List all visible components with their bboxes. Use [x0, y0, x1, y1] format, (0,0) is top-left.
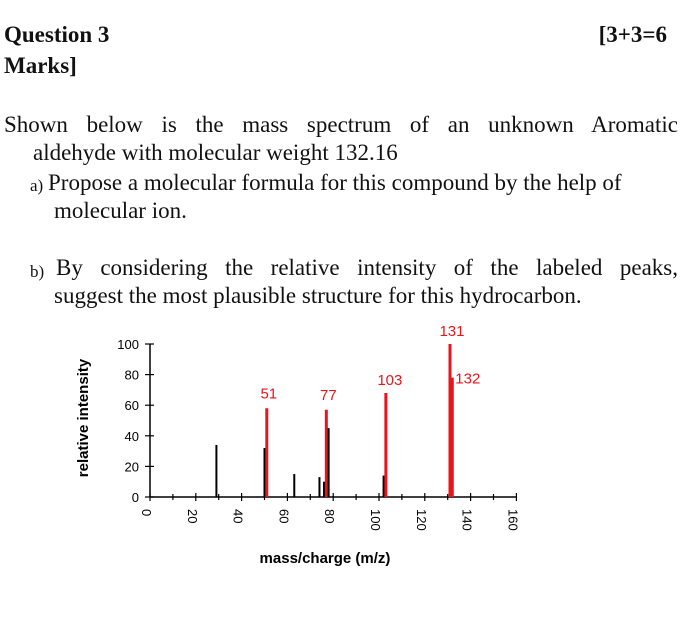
x-tick-label: 160: [505, 509, 520, 531]
x-axis-label: mass/charge (m/z): [260, 550, 391, 567]
x-tick-label: 40: [231, 509, 246, 523]
question-stem-line-1: Shown below is the mass spectrum of an u…: [4, 112, 678, 137]
x-tick-label: 60: [276, 509, 291, 523]
mass-spectrum-chart: 0 20 40 60 80 100 0 20 40 60 80 100 120 140 160 51 77 103…: [75, 323, 520, 567]
part-a-text-line-2: molecular ion.: [54, 198, 187, 223]
x-tick-label: 100: [368, 509, 383, 531]
y-tick-label: 100: [117, 337, 139, 352]
x-tick-label: 140: [460, 509, 475, 531]
peak-label-132: 132: [455, 371, 480, 388]
x-tick-label: 20: [185, 509, 200, 523]
peak-label-103: 103: [377, 372, 402, 389]
x-tick-label: 80: [322, 509, 337, 523]
part-a-marker: a): [30, 176, 44, 195]
question-title: Question 3: [4, 22, 110, 47]
plot-area: 0 20 40 60 80 100 0 20 40 60 80 100 120 140 160 51 77 103…: [117, 323, 520, 531]
y-tick-label: 80: [125, 368, 139, 383]
y-tick-label: 0: [132, 490, 139, 505]
y-tick-label: 40: [125, 429, 139, 444]
marks-allocation: [3+3=6: [598, 22, 667, 47]
part-a-text-line-1: Propose a molecular formula for this com…: [48, 170, 622, 195]
part-b-text-line-1: By considering the relative intensity of…: [56, 255, 678, 280]
question-stem-line-2: aldehyde with molecular weight 132.16: [33, 140, 398, 165]
peak-label-131: 131: [439, 323, 464, 340]
x-tick-label: 120: [414, 509, 429, 531]
peak-label-51: 51: [260, 385, 277, 402]
part-b-marker: b): [30, 262, 45, 281]
y-tick-label: 60: [125, 398, 139, 413]
x-tick-label: 0: [139, 509, 154, 516]
y-tick-label: 20: [125, 459, 139, 474]
part-b-text-line-2: suggest the most plausible structure for…: [54, 283, 582, 308]
peak-label-77: 77: [320, 387, 337, 404]
marks-label: Marks]: [4, 53, 77, 78]
y-axis-label: relative intensity: [75, 358, 92, 477]
